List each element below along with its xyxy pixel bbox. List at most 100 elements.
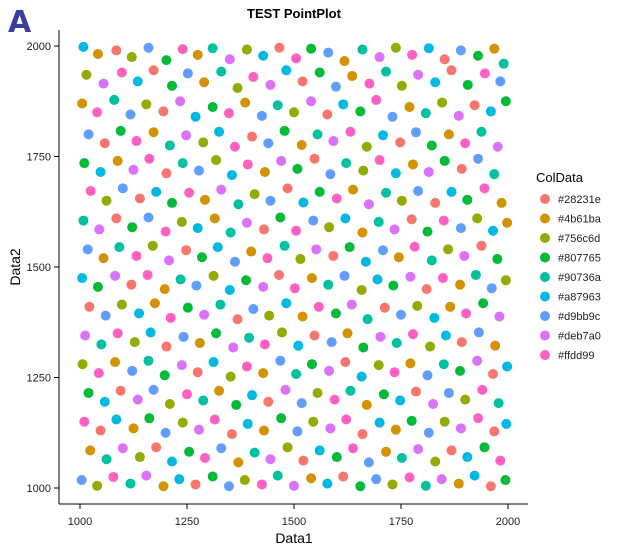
- legend-label: #807765: [558, 253, 601, 265]
- data-point: [324, 222, 335, 233]
- data-point: [95, 166, 106, 177]
- data-point: [344, 242, 355, 253]
- data-point: [462, 452, 473, 463]
- data-point: [258, 281, 269, 292]
- data-point: [341, 414, 352, 425]
- data-point: [108, 471, 119, 482]
- data-point: [329, 394, 340, 405]
- data-point: [443, 129, 454, 140]
- data-point: [289, 283, 300, 294]
- data-point: [127, 365, 138, 376]
- data-point: [440, 330, 451, 341]
- axis-ticks: 1000 1250 1500 1750 2000 1000 1250 1500 1750 2000: [27, 41, 521, 528]
- data-point: [77, 98, 88, 109]
- data-point: [331, 193, 342, 204]
- data-point: [439, 54, 450, 65]
- data-point: [125, 109, 136, 120]
- data-point: [131, 250, 142, 261]
- data-point: [229, 256, 240, 267]
- data-point: [362, 314, 373, 325]
- data-point: [389, 367, 400, 378]
- data-point: [341, 158, 352, 169]
- data-point: [375, 331, 386, 342]
- data-point: [361, 141, 372, 152]
- data-point: [489, 169, 500, 180]
- data-point: [215, 299, 226, 310]
- data-point: [364, 78, 375, 89]
- data-point: [426, 255, 437, 266]
- data-point: [356, 284, 367, 295]
- data-point: [330, 81, 341, 92]
- data-point: [77, 273, 88, 284]
- data-point: [199, 77, 210, 88]
- data-point: [92, 480, 103, 491]
- data-point: [297, 311, 308, 322]
- data-point: [126, 279, 137, 290]
- data-point: [453, 110, 464, 121]
- data-point: [396, 309, 406, 320]
- data-point: [198, 395, 209, 406]
- data-point: [158, 106, 169, 117]
- legend-label: #d9bb9c: [558, 311, 601, 323]
- data-point: [225, 371, 236, 382]
- data-point: [184, 446, 195, 457]
- data-point: [306, 96, 317, 107]
- data-point: [249, 447, 260, 458]
- data-point: [298, 197, 309, 208]
- data-point: [248, 303, 259, 314]
- data-point: [216, 66, 227, 77]
- data-point: [81, 69, 92, 80]
- data-point: [209, 213, 220, 224]
- data-point: [356, 371, 367, 382]
- data-point: [306, 43, 317, 54]
- data-point: [430, 197, 441, 208]
- data-point: [460, 138, 471, 149]
- data-point: [425, 341, 436, 352]
- data-point: [422, 370, 433, 381]
- data-point: [94, 224, 105, 235]
- data-point: [412, 300, 423, 311]
- data-point: [76, 475, 87, 486]
- data-point: [289, 480, 299, 491]
- data-point: [262, 253, 273, 264]
- data-point: [224, 284, 235, 295]
- data-point: [214, 126, 225, 137]
- data-point: [93, 368, 104, 379]
- data-point: [176, 360, 187, 371]
- data-point: [488, 225, 499, 236]
- data-point: [177, 417, 188, 428]
- data-point: [396, 452, 407, 463]
- data-point: [275, 212, 286, 223]
- data-point: [226, 170, 237, 181]
- data-point: [361, 399, 372, 410]
- data-point: [212, 242, 223, 253]
- data-point: [306, 273, 317, 284]
- data-point: [358, 165, 369, 176]
- data-point: [125, 478, 136, 489]
- data-point: [282, 442, 293, 453]
- data-point: [345, 385, 356, 396]
- data-point: [79, 416, 90, 427]
- data-point: [79, 158, 90, 169]
- legend-swatch: [540, 291, 550, 302]
- data-point: [390, 42, 401, 53]
- data-point: [371, 94, 382, 105]
- data-point: [110, 357, 121, 368]
- data-point: [374, 52, 385, 63]
- data-point: [473, 327, 484, 338]
- data-point: [428, 399, 439, 410]
- data-point: [143, 355, 154, 366]
- data-point: [151, 442, 162, 453]
- data-point: [476, 126, 487, 137]
- data-point: [289, 107, 299, 118]
- data-point: [460, 394, 471, 405]
- legend-swatch: [540, 213, 550, 224]
- data-point: [461, 308, 472, 319]
- data-point: [211, 328, 222, 339]
- data-point: [437, 273, 448, 284]
- data-point: [207, 43, 218, 54]
- data-point: [198, 137, 209, 148]
- data-point: [493, 398, 504, 409]
- data-point: [373, 360, 384, 371]
